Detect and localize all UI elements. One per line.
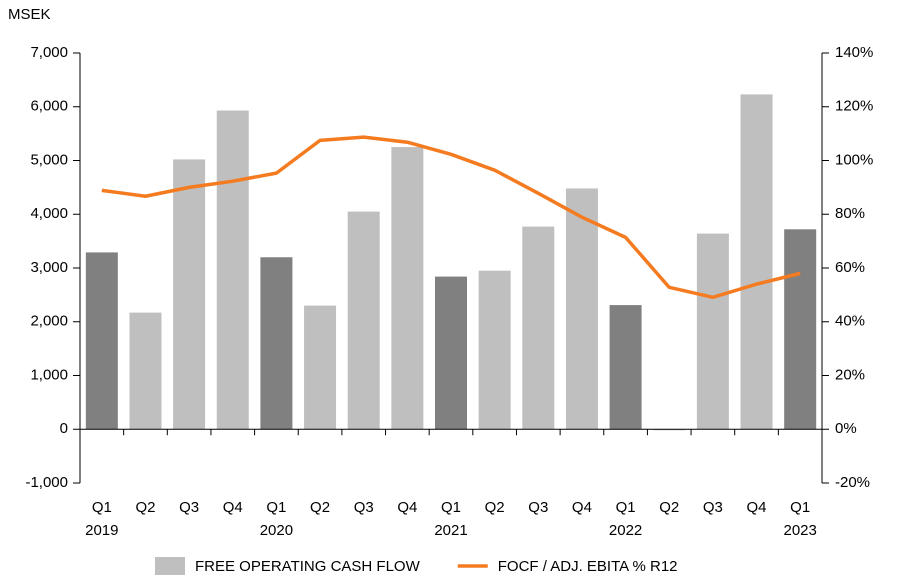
x-tick-year: 2021 [434,522,467,539]
y-tick-label: 2,000 [30,313,68,330]
y-tick-label: 3,000 [30,259,68,276]
y-tick-label: 6,000 [30,98,68,115]
x-tick-label: Q4 [223,499,243,516]
bar [260,257,293,430]
legend-swatch [155,557,185,575]
x-tick-label: Q1 [92,499,112,516]
x-tick-label: Q1 [790,499,810,516]
y2-tick-label: 0% [835,420,857,437]
bar [565,188,598,430]
bar [784,229,817,430]
x-tick-year: 2019 [85,522,118,539]
bar [85,252,118,430]
line [101,135,801,300]
x-tick-label: Q1 [266,499,286,516]
y2-tick-label: -20% [835,474,870,491]
y2-tick-label: 120% [835,98,873,115]
x-tick-label: Q4 [397,499,417,516]
x-tick-label: Q4 [747,499,767,516]
bar [478,270,511,430]
legend-label: FOCF / ADJ. EBITA % R12 [498,558,678,575]
x-tick-label: Q2 [310,499,330,516]
y2-tick-label: 40% [835,313,865,330]
y-tick-label: 7,000 [30,44,68,61]
bar [435,276,467,430]
x-tick-label: Q1 [616,499,636,516]
bar [522,226,555,430]
bar [129,312,162,430]
y-axis-label: MSEK [8,6,51,23]
y2-tick-label: 20% [835,366,865,383]
y-tick-label: 5,000 [30,151,68,168]
y2-tick-label: 80% [835,205,865,222]
bar [347,211,380,430]
legend-label: FREE OPERATING CASH FLOW [195,558,421,575]
bar [653,429,686,431]
x-tick-label: Q2 [135,499,155,516]
x-tick-label: Q3 [703,499,723,516]
y-tick-label: 0 [60,420,68,437]
bar [173,159,206,430]
y-tick-label: 4,000 [30,205,68,222]
bar [740,94,773,430]
y2-tick-label: 140% [835,44,873,61]
x-tick-label: Q2 [485,499,505,516]
x-tick-label: Q3 [528,499,548,516]
y-tick-label: -1,000 [25,474,68,491]
x-tick-year: 2020 [260,522,293,539]
bar [696,233,729,430]
x-tick-label: Q3 [179,499,199,516]
y2-tick-label: 60% [835,259,865,276]
y-tick-label: 1,000 [30,366,68,383]
x-tick-label: Q2 [659,499,679,516]
bar [391,147,424,430]
x-tick-label: Q3 [354,499,374,516]
bar [216,110,249,430]
bar [304,305,337,430]
x-tick-year: 2022 [609,522,642,539]
x-tick-year: 2023 [783,522,816,539]
y2-tick-label: 100% [835,151,873,168]
bar [609,305,642,430]
x-tick-label: Q1 [441,499,461,516]
x-tick-label: Q4 [572,499,592,516]
